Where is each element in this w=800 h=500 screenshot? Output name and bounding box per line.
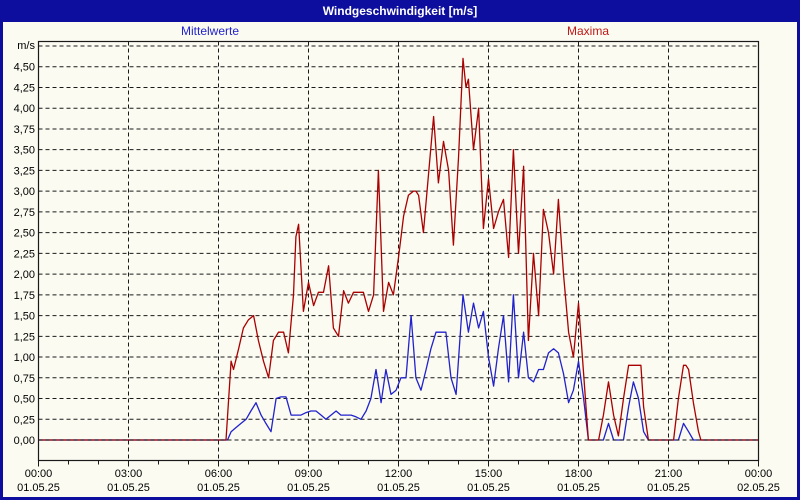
x-tick-date: 02.05.25 bbox=[737, 482, 780, 494]
svg-text:0,75: 0,75 bbox=[14, 373, 35, 385]
x-tick-time: 00:00 bbox=[25, 468, 53, 480]
svg-text:3,25: 3,25 bbox=[14, 165, 35, 177]
svg-text:0,25: 0,25 bbox=[14, 414, 35, 426]
svg-text:3,75: 3,75 bbox=[14, 124, 35, 136]
svg-text:2,50: 2,50 bbox=[14, 228, 35, 240]
series-maxima-line bbox=[38, 57, 759, 441]
x-tick-date: 01.05.25 bbox=[107, 482, 150, 494]
x-tick-time: 21:00 bbox=[655, 468, 683, 480]
x-tick-date: 01.05.25 bbox=[647, 482, 690, 494]
plot-frame bbox=[37, 40, 760, 462]
x-axis-labels: 00:00 01.05.25 03:00 01.05.25 06:00 01.05.25 0… bbox=[17, 468, 780, 494]
y-axis-labels: 0,00 0,25 0,50 0,75 1,00 1,25 1,50 1,75 2,00 2,25… bbox=[14, 62, 35, 447]
svg-text:2,75: 2,75 bbox=[14, 207, 35, 219]
y-axis-unit-label: m/s bbox=[17, 40, 35, 52]
x-tick-time: 03:00 bbox=[115, 468, 143, 480]
svg-text:1,50: 1,50 bbox=[14, 311, 35, 323]
svg-text:2,00: 2,00 bbox=[14, 269, 35, 281]
svg-text:3,00: 3,00 bbox=[14, 186, 35, 198]
x-axis-ticks bbox=[38, 460, 759, 467]
svg-text:0,00: 0,00 bbox=[14, 435, 35, 447]
x-tick-date: 01.05.25 bbox=[557, 482, 600, 494]
svg-text:4,25: 4,25 bbox=[14, 82, 35, 94]
chart-title-bar: Windgeschwindigkeit [m/s] bbox=[0, 0, 800, 22]
svg-text:4,00: 4,00 bbox=[14, 103, 35, 115]
x-tick-date: 01.05.25 bbox=[377, 482, 420, 494]
svg-text:1,25: 1,25 bbox=[14, 331, 35, 343]
legend-label-maxima: Maxima bbox=[566, 24, 609, 38]
x-tick-time: 12:00 bbox=[385, 468, 413, 480]
x-tick-date: 01.05.25 bbox=[287, 482, 330, 494]
x-tick-time: 00:00 bbox=[745, 468, 773, 480]
svg-text:4,50: 4,50 bbox=[14, 62, 35, 74]
series-mittelwerte-line bbox=[38, 294, 759, 441]
x-tick-time: 18:00 bbox=[565, 468, 593, 480]
svg-text:1,00: 1,00 bbox=[14, 352, 35, 364]
svg-text:0,50: 0,50 bbox=[14, 394, 35, 406]
x-tick-time: 09:00 bbox=[295, 468, 323, 480]
svg-text:2,25: 2,25 bbox=[14, 248, 35, 260]
svg-text:1,75: 1,75 bbox=[14, 290, 35, 302]
x-gridlines bbox=[128, 41, 669, 461]
x-tick-time: 06:00 bbox=[205, 468, 233, 480]
x-tick-time: 15:00 bbox=[475, 468, 503, 480]
x-tick-date: 01.05.25 bbox=[467, 482, 510, 494]
x-tick-date: 01.05.25 bbox=[197, 482, 240, 494]
svg-text:3,50: 3,50 bbox=[14, 145, 35, 157]
legend-label-mittelwerte: Mittelwerte bbox=[180, 24, 239, 38]
x-tick-date: 01.05.25 bbox=[17, 482, 60, 494]
